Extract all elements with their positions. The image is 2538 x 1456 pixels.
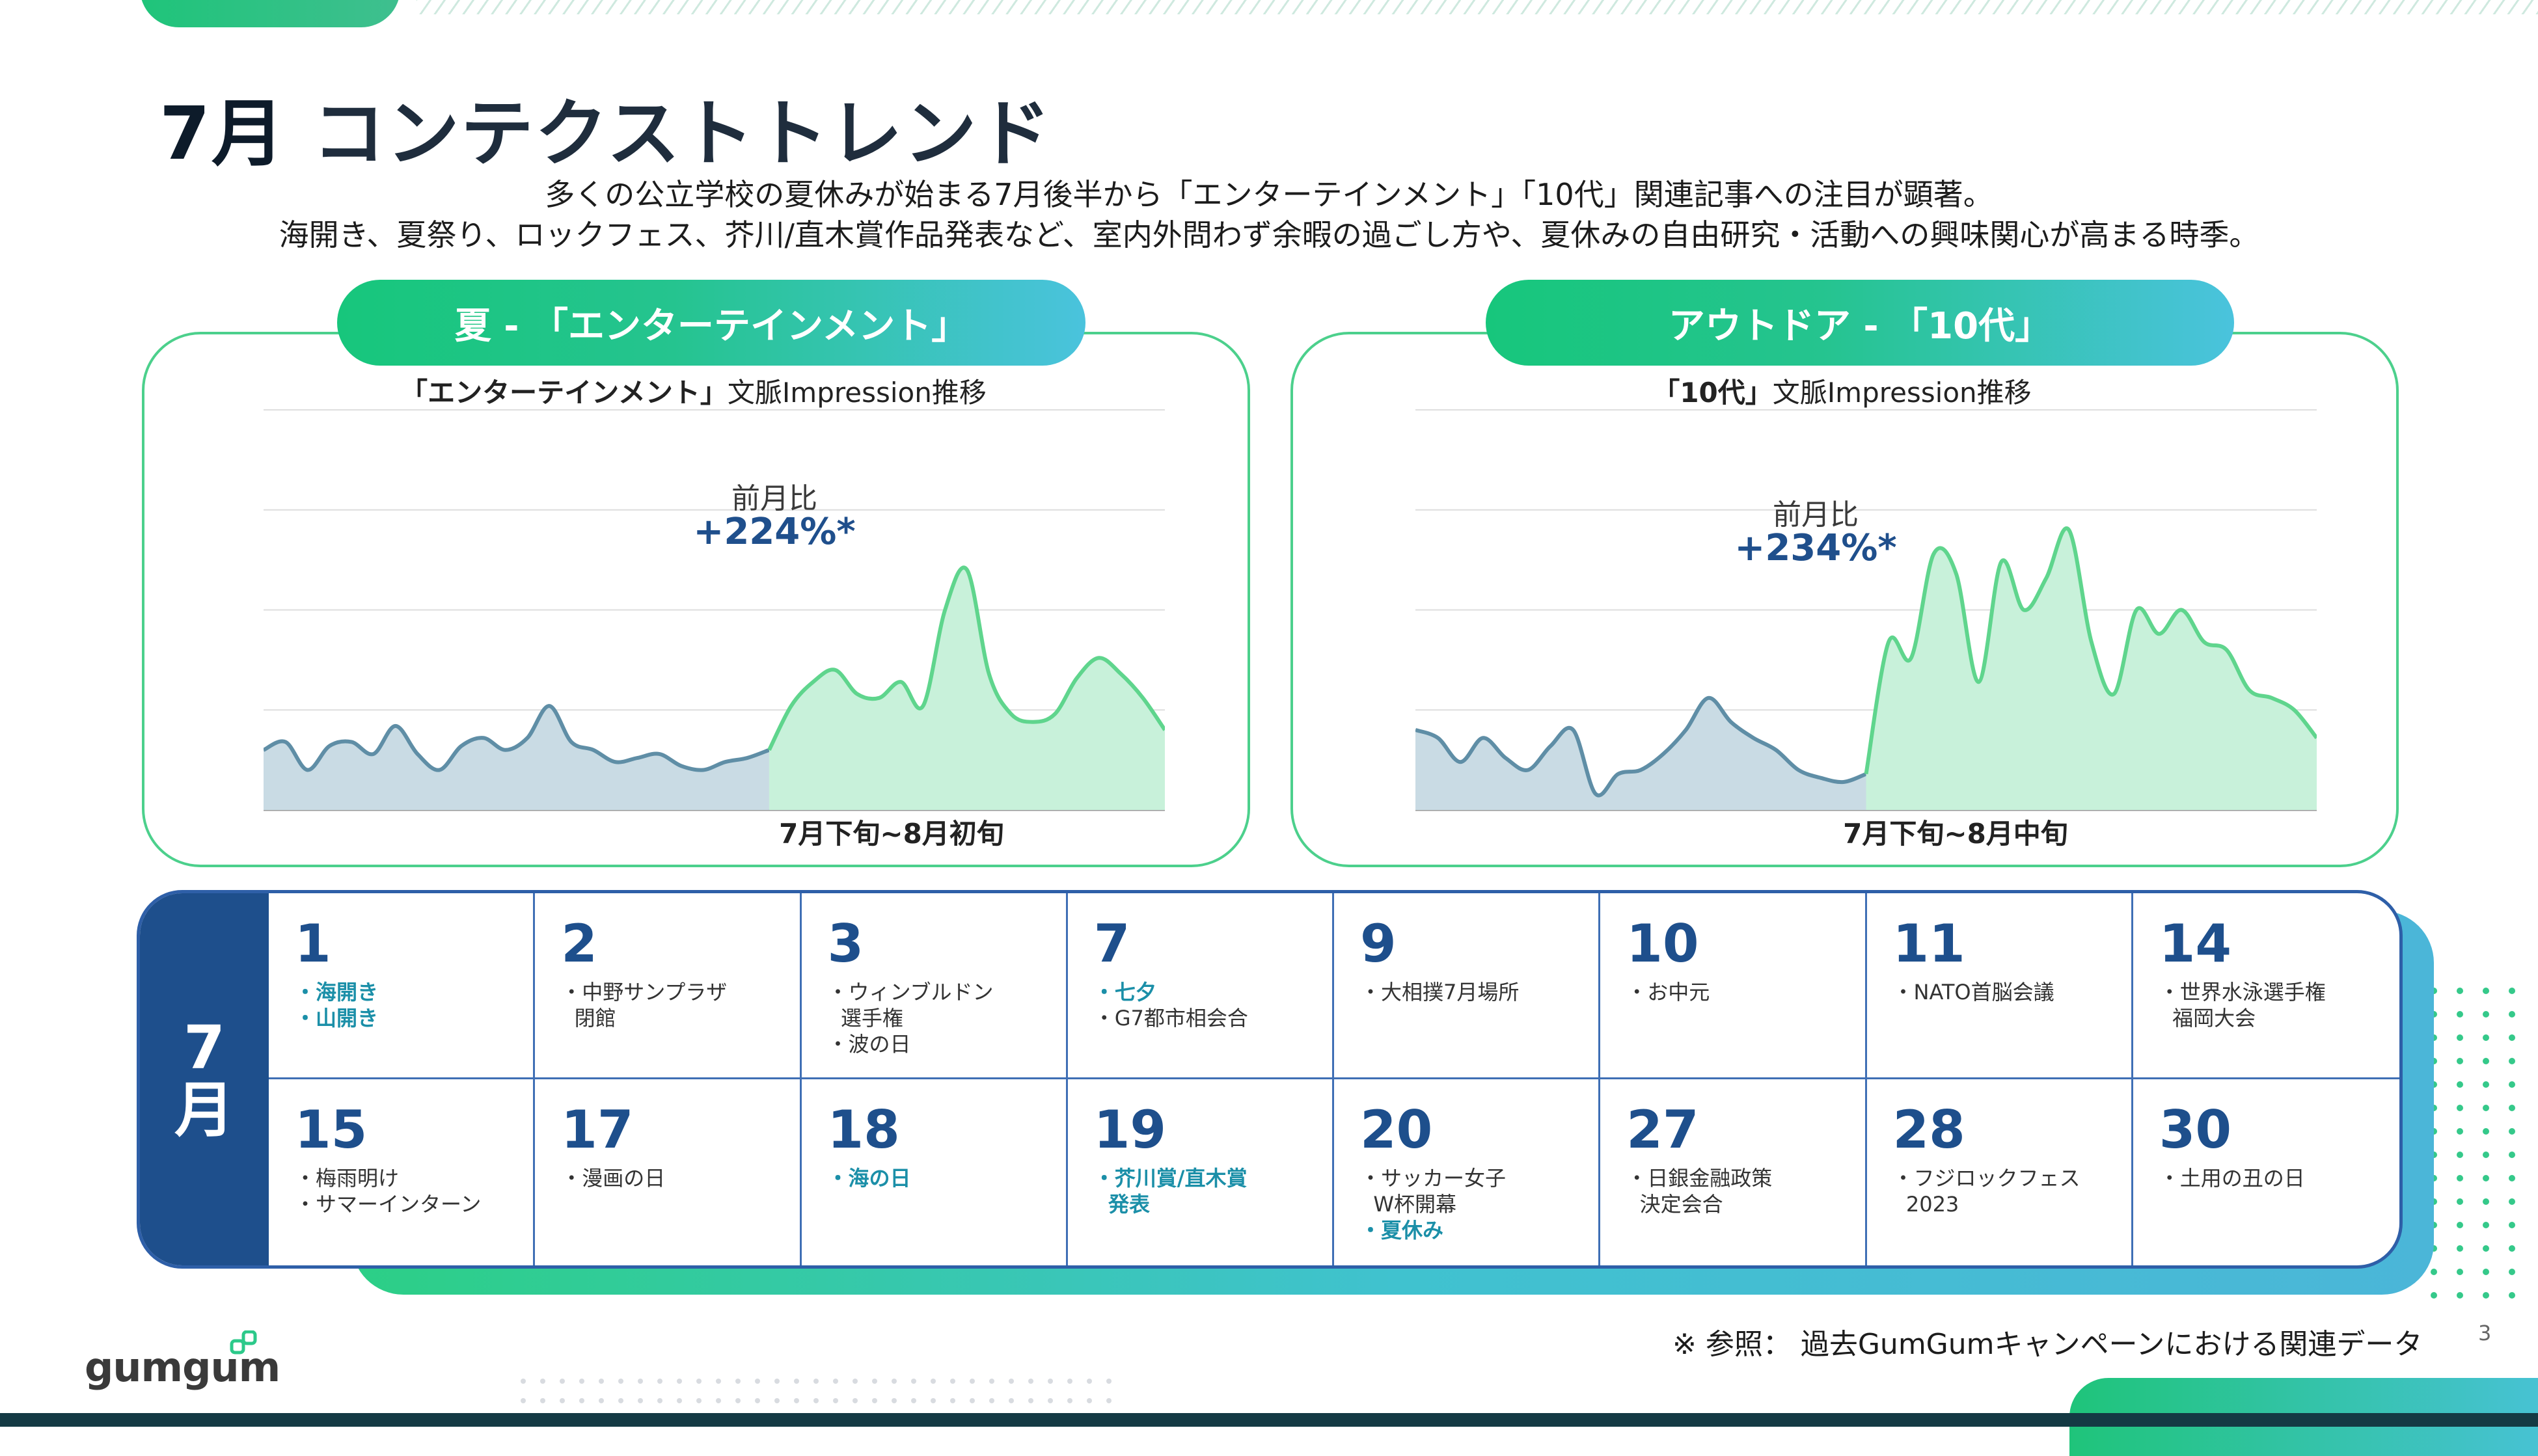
calendar-event: ・サマーインターン: [295, 1192, 482, 1217]
calendar-event-highlight: ・七夕: [1093, 980, 1156, 1004]
calendar-event: ・梅雨明け: [295, 1166, 400, 1191]
subtitle-line-1: 多くの公立学校の夏休みが始まる7月後半から「エンターテインメント」「10代」関連…: [545, 177, 1993, 212]
dot-row-decoration-2: [521, 1394, 1126, 1406]
calendar-day-number: 17: [561, 1099, 634, 1160]
calendar-grid: 1 ・海開き ・山開き 2 ・中野サンプラザ 閉館 3 ・ウィンブルドン 選手権 ・波の日 7 ・…: [269, 893, 2399, 1265]
page-number: 3: [2478, 1321, 2492, 1345]
teens-chart-title-rest: 文脈Impression推移: [1772, 377, 2032, 409]
calendar-day-cell: 28 ・フジロックフェス 2023: [1867, 1079, 2133, 1265]
dot-row-decoration: [521, 1374, 1126, 1386]
calendar-month-number: 7: [183, 1013, 225, 1083]
calendar-event: ・大相撲7月場所: [1360, 980, 1520, 1004]
calendar-event: ・波の日: [827, 1032, 911, 1057]
calendar-event: ・フジロックフェス 2023: [1892, 1166, 2081, 1217]
gumgum-logo-mark-icon: [230, 1330, 257, 1355]
calendar-day-number: 11: [1892, 913, 1965, 974]
entertainment-area-chart: [264, 409, 1165, 811]
page-title: 7月 コンテクストトレンド: [159, 75, 1052, 180]
gumgum-logo-text: gumgum: [85, 1343, 280, 1391]
calendar-day-number: 3: [827, 913, 864, 974]
calendar-event-highlight: ・夏休み: [1360, 1218, 1444, 1243]
calendar-event: ・G7都市相会合: [1093, 1006, 1248, 1031]
calendar-day-number: 20: [1360, 1099, 1433, 1160]
calendar-day-cell: 14 ・世界水泳選手権 福岡大会: [2133, 893, 2399, 1079]
top-hatch-decoration: [416, 0, 2538, 14]
calendar-event: ・日銀金融政策 決定会合: [1626, 1166, 1773, 1217]
calendar-day-number: 7: [1093, 913, 1130, 974]
entertainment-chart-title-keyword: 「エンターテインメント」: [400, 377, 728, 409]
entertainment-mom-label: 前月比: [731, 482, 817, 515]
series-line-after: [767, 565, 1165, 751]
teens-area-chart: [1415, 409, 2317, 811]
calendar-day-number: 30: [2159, 1099, 2232, 1160]
calendar-day-cell: 30 ・土用の丑の日: [2133, 1079, 2399, 1265]
calendar-day-number: 1: [295, 913, 331, 974]
subtitle-line-2: 海開き、夏祭り、ロックフェス、芥川/直木賞作品発表など、室内外問わず余暇の過ごし…: [279, 217, 2259, 252]
teens-chart-title-keyword: 「10代」: [1652, 377, 1773, 409]
calendar-event: ・世界水泳選手権 福岡大会: [2159, 980, 2326, 1031]
entertainment-period-label: 7月下旬~8月初旬: [779, 818, 1004, 850]
teens-period-label: 7月下旬~8月中旬: [1843, 818, 2068, 850]
teens-mom-label: 前月比: [1773, 498, 1859, 532]
calendar-day-number: 28: [1892, 1099, 1965, 1160]
entertainment-panel-heading: 夏 - 「エンターテインメント」: [337, 280, 1085, 366]
calendar-day-cell: 10 ・お中元: [1600, 893, 1867, 1079]
calendar-day-cell: 11 ・NATO首脳会議: [1866, 893, 2133, 1079]
calendar-event: ・漫画の日: [561, 1166, 666, 1191]
series-area-before: [264, 706, 769, 810]
calendar-day-number: 10: [1626, 913, 1699, 974]
calendar-day-cell: 3 ・ウィンブルドン 選手権 ・波の日: [801, 893, 1068, 1079]
calendar-event-highlight: ・山開き: [295, 1006, 379, 1031]
calendar-day-cell: 20 ・サッカー女子 W杯開幕 ・夏休み: [1334, 1079, 1601, 1265]
calendar-month-unit: 月: [174, 1075, 234, 1145]
calendar-day-number: 14: [2159, 913, 2232, 974]
calendar-day-cell: 17 ・漫画の日: [535, 1079, 802, 1265]
calendar-month-label: 7 月: [140, 893, 269, 1265]
calendar-day-cell: 9 ・大相撲7月場所: [1334, 893, 1601, 1079]
calendar-event-highlight: ・海の日: [827, 1166, 911, 1191]
teens-chart-title: 「10代」文脈Impression推移: [1290, 371, 2394, 411]
series-line-after: [1864, 526, 2317, 775]
july-calendar: 7 月 1 ・海開き ・山開き 2 ・中野サンプラザ 閉館 3 ・ウィンブルドン 選手権 ・波…: [137, 890, 2403, 1269]
calendar-day-cell: 18 ・海の日: [802, 1079, 1068, 1265]
top-accent-pill: [140, 0, 400, 27]
calendar-day-cell: 27 ・日銀金融政策 決定会合: [1600, 1079, 1867, 1265]
gumgum-logo: gumgum: [85, 1330, 280, 1391]
teens-mom-value: +234%*: [1734, 527, 1897, 569]
calendar-day-number: 18: [827, 1099, 900, 1160]
entertainment-mom-value: +224%*: [693, 511, 856, 553]
calendar-day-cell: 2 ・中野サンプラザ 閉館: [535, 893, 802, 1079]
calendar-day-number: 15: [295, 1099, 368, 1160]
calendar-event-highlight: ・芥川賞/直木賞 発表: [1093, 1166, 1248, 1217]
calendar-day-cell: 7 ・七夕 ・G7都市相会合: [1067, 893, 1334, 1079]
calendar-event: ・土用の丑の日: [2159, 1166, 2305, 1191]
reference-note: ※ 参照： 過去GumGumキャンペーンにおける関連データ: [1672, 1328, 2423, 1361]
calendar-event: ・サッカー女子 W杯開幕: [1360, 1166, 1507, 1217]
calendar-day-cell: 1 ・海開き ・山開き: [269, 893, 536, 1079]
series-line-before: [1415, 695, 1867, 798]
calendar-day-cell: 15 ・梅雨明け ・サマーインターン: [269, 1079, 536, 1265]
calendar-event: ・NATO首脳会議: [1892, 980, 2054, 1004]
calendar-day-number: 9: [1360, 913, 1397, 974]
series-area-after: [769, 567, 1165, 810]
calendar-day-number: 2: [561, 913, 597, 974]
entertainment-chart-title-rest: 文脈Impression推移: [727, 377, 987, 409]
calendar-day-number: 19: [1093, 1099, 1167, 1160]
dot-grid-decoration: [2431, 988, 2518, 1299]
series-line-before: [264, 704, 771, 772]
page-title-month: 7月: [159, 92, 286, 176]
teens-panel-heading: アウトドア - 「10代」: [1486, 280, 2234, 366]
entertainment-chart-title: 「エンターテインメント」文脈Impression推移: [142, 371, 1245, 411]
series-area-after: [1866, 528, 2317, 810]
series-area-before: [1415, 697, 1866, 810]
calendar-event: ・お中元: [1626, 980, 1710, 1004]
page-title-text: コンテクストトレンド: [312, 92, 1052, 176]
calendar-event: ・中野サンプラザ 閉館: [561, 980, 728, 1031]
calendar-event: ・ウィンブルドン 選手権: [827, 980, 994, 1031]
calendar-day-cell: 19 ・芥川賞/直木賞 発表: [1068, 1079, 1334, 1265]
bottom-bar: [0, 1413, 2538, 1427]
calendar-day-number: 27: [1626, 1099, 1699, 1160]
calendar-event-highlight: ・海開き: [295, 980, 379, 1004]
